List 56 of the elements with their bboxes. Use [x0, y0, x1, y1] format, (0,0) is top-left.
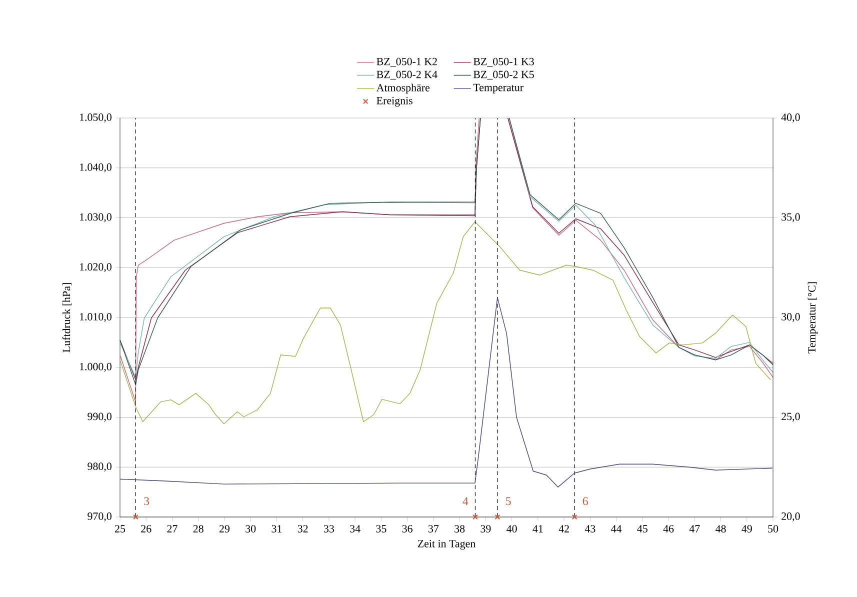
- x-axis-title: Zeit in Tagen: [418, 540, 476, 550]
- x-tick-label: 27: [167, 525, 178, 532]
- y2-axis-title: Temperatur [°C]: [808, 282, 818, 354]
- annotation: 5: [506, 497, 511, 506]
- legend-label: Atmosphäre: [376, 84, 430, 94]
- x-tick-label: 34: [350, 525, 360, 532]
- legend-label: BZ_050-2 K5: [473, 70, 534, 80]
- y2-tick-label: 40,0: [781, 114, 800, 122]
- x-tick-label: 39: [480, 525, 491, 532]
- x-tick-label: 31: [272, 525, 282, 532]
- x-tick-label: 25: [115, 525, 126, 532]
- legend-label: BZ_050-2 K4: [376, 70, 438, 80]
- legend-label: Temperatur: [473, 84, 524, 94]
- x-tick-label: 35: [376, 525, 386, 532]
- legend-label: BZ_050-1 K2: [376, 58, 437, 67]
- x-tick-label: 40: [506, 525, 517, 532]
- y-tick-label: 1.040,0: [80, 163, 112, 172]
- y2-tick-label: 35,0: [782, 213, 800, 222]
- y2-tick-label: 30,0: [782, 313, 800, 322]
- x-tick-label: 41: [532, 525, 543, 532]
- x-tick-label: 38: [454, 525, 465, 532]
- x-tick-label: 26: [141, 525, 152, 532]
- legend-label: Ereignis: [376, 96, 412, 107]
- line-series: [120, 297, 773, 488]
- x-tick-label: 33: [324, 525, 334, 532]
- x-tick-label: 30: [246, 525, 256, 532]
- annotation: 6: [582, 497, 588, 506]
- x-tick-label: 44: [611, 525, 622, 532]
- y-tick-label: 1.030,0: [80, 213, 112, 222]
- legend-label: BZ_050-1 K3: [473, 58, 534, 67]
- x-tick-label: 29: [219, 525, 230, 532]
- line-series: [120, 221, 772, 424]
- x-tick-label: 43: [584, 525, 596, 532]
- y-tick-label: 1.010,0: [80, 313, 112, 322]
- x-tick-label: 47: [689, 525, 700, 532]
- x-tick-label: 45: [637, 525, 648, 532]
- y2-tick-label: 20,0: [782, 512, 800, 522]
- x-tick-label: 42: [558, 525, 569, 532]
- y-tick-label: 1.050,0: [80, 114, 112, 122]
- x-tick-label: 48: [716, 525, 726, 532]
- x-tick-label: 37: [428, 525, 439, 532]
- x-tick-label: 46: [663, 525, 674, 532]
- x-tick-label: 32: [298, 525, 308, 532]
- x-tick-label: 49: [742, 525, 752, 532]
- y-tick-label: 1.020,0: [80, 263, 112, 272]
- y-tick-label: 980,0: [88, 462, 112, 472]
- y-tick-label: 970,0: [88, 512, 112, 522]
- annotation: 3: [144, 497, 150, 506]
- y2-tick-label: 25,0: [782, 412, 800, 422]
- x-tick-label: 36: [402, 525, 412, 532]
- x-tick-label: 28: [193, 525, 204, 532]
- x-tick-label: 50: [768, 525, 778, 532]
- y-tick-label: 1.000,0: [80, 362, 112, 372]
- y-axis-title: Luftdruck [hPa]: [62, 283, 72, 352]
- annotation: 4: [462, 497, 468, 506]
- y-tick-label: 990,0: [88, 412, 112, 422]
